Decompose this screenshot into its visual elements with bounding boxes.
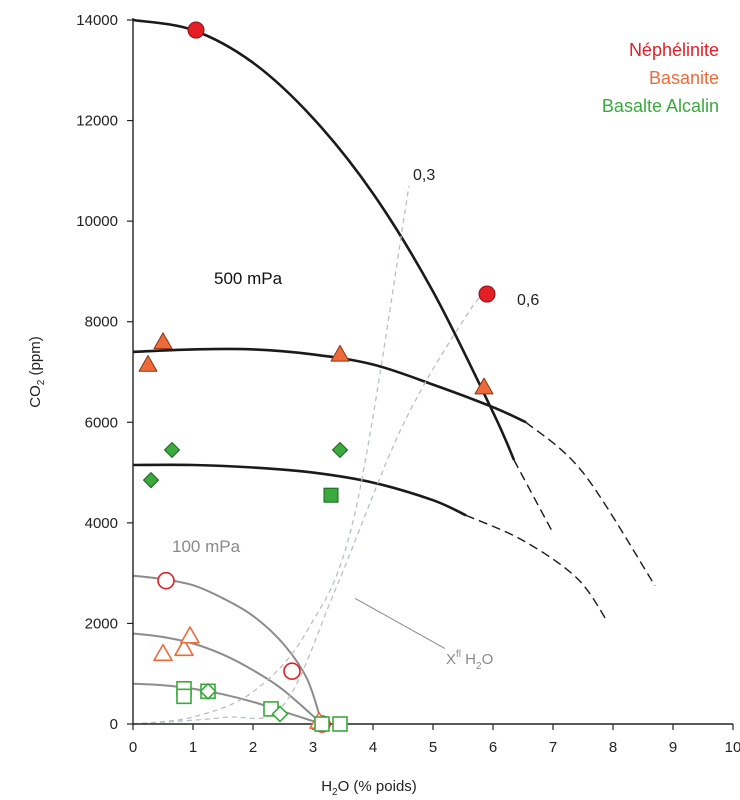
xh2o-o: O xyxy=(482,651,494,668)
y-title-co: CO xyxy=(27,385,44,408)
filled-diamond-marker-2-0 xyxy=(163,441,181,459)
legend-basalte-alcalin: Basalte Alcalin xyxy=(602,96,719,116)
filled-diamond-marker-2-1 xyxy=(142,471,160,489)
x-tick-label-3: 3 xyxy=(309,739,317,756)
open-square-marker-6-1 xyxy=(176,688,192,705)
xh2o-h: H xyxy=(461,651,476,668)
open-square-marker-6-4 xyxy=(314,716,330,732)
xh2o-06-label: 0,6 xyxy=(517,292,539,309)
y-tick-label-14000: 14000 xyxy=(76,12,118,29)
open-diamond-marker-7-0 xyxy=(199,682,217,700)
x-axis-title: H2O (% poids) xyxy=(321,778,417,798)
y-tick-label-2000: 2000 xyxy=(85,615,118,632)
x-tick-label-9: 9 xyxy=(669,739,677,756)
x-tick-label-0: 0 xyxy=(129,739,137,756)
isobar-layer xyxy=(132,18,656,725)
y-title-sub: 2 xyxy=(36,379,47,385)
isobar-500-solid-2 xyxy=(132,463,467,517)
filled-square-marker-3-0 xyxy=(323,487,339,503)
xh2o-isopleth-1 xyxy=(132,286,494,725)
x-tick-label-5: 5 xyxy=(429,739,437,756)
x-tick-label-2: 2 xyxy=(249,739,257,756)
y-axis-title: CO2 (ppm) xyxy=(27,336,47,407)
y-title-rest: (ppm) xyxy=(27,336,44,379)
y-tick-label-12000: 12000 xyxy=(76,113,118,130)
legend-nephelinite: Néphélinite xyxy=(629,40,719,60)
y-tick-label-8000: 8000 xyxy=(85,314,118,331)
y-tick-label-6000: 6000 xyxy=(85,414,118,431)
filled-triangle-marker-1-3 xyxy=(474,377,494,395)
xh2o-fluid-label: Xfl H2O xyxy=(446,649,493,672)
xh2o-x: X xyxy=(446,651,456,668)
isobar-500-dashed-2 xyxy=(465,514,608,622)
filled-triangle-marker-1-0 xyxy=(153,332,173,350)
xh2o-fl: fl xyxy=(456,649,461,660)
marker-layer xyxy=(138,21,496,733)
filled-diamond-marker-2-2 xyxy=(331,441,349,459)
y-tick-label-10000: 10000 xyxy=(76,213,118,230)
open-triangle-marker-5-2 xyxy=(180,626,200,644)
x-title-h: H xyxy=(321,778,332,795)
open-diamond-marker-7-1 xyxy=(271,705,289,723)
x-tick-label-4: 4 xyxy=(369,739,377,756)
xh2o-sub: 2 xyxy=(476,661,482,672)
pressure-100-label: 100 mPa xyxy=(172,537,241,556)
y-tick-label-0: 0 xyxy=(110,716,118,733)
x-tick-label-10: 10 xyxy=(725,739,740,756)
open-triangle-marker-5-0 xyxy=(153,643,173,662)
open-triangle-marker-5-1 xyxy=(174,638,194,657)
open-circle-marker-4-1 xyxy=(283,662,301,681)
isobar-100-1 xyxy=(132,632,323,725)
isobar-500-dashed-1 xyxy=(525,421,656,587)
filled-circle-marker-0-0 xyxy=(187,21,205,39)
isopleth-layer xyxy=(132,185,494,725)
open-square-marker-6-5 xyxy=(332,716,348,732)
x-title-rest: O (% poids) xyxy=(338,778,417,795)
xh2o-isopleth-0 xyxy=(132,185,410,725)
axes: 0 1 2 3 4 5 6 7 8 9 10 0 2000 4000 6000 8000 10000 12000 1… xyxy=(76,12,740,756)
filled-triangle-marker-1-1 xyxy=(138,354,158,372)
x-title-sub: 2 xyxy=(332,787,338,798)
filled-circle-marker-0-1 xyxy=(478,285,496,303)
x-tick-label-1: 1 xyxy=(189,739,197,756)
open-circle-marker-4-0 xyxy=(157,571,175,590)
x-tick-label-7: 7 xyxy=(549,739,557,756)
pressure-500-label: 500 mPa xyxy=(214,269,283,288)
y-tick-label-4000: 4000 xyxy=(85,515,118,532)
x-tick-label-8: 8 xyxy=(609,739,617,756)
filled-triangle-marker-1-2 xyxy=(330,344,350,362)
xh2o-label-pointer xyxy=(354,597,446,650)
x-tick-label-6: 6 xyxy=(489,739,497,756)
isobar-500-dashed-0 xyxy=(513,459,554,534)
xh2o-03-label: 0,3 xyxy=(413,167,435,184)
legend-basanite: Basanite xyxy=(649,68,719,88)
